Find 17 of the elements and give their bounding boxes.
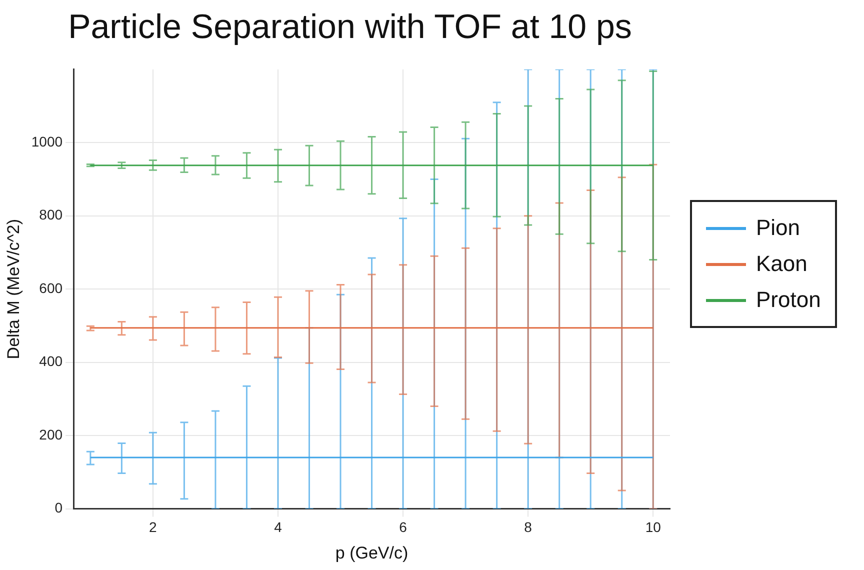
legend-label: Proton [756, 286, 821, 314]
y-tick-label: 200 [39, 426, 63, 442]
legend-label: Pion [756, 214, 800, 242]
x-tick-label: 10 [645, 519, 662, 536]
y-tick-label: 0 [54, 500, 63, 516]
y-axis-title: Delta M (MeV/c^2) [4, 218, 23, 360]
chart-title: Particle Separation with TOF at 10 ps [67, 8, 633, 47]
y-tick-label: 1000 [31, 133, 63, 150]
y-tick-label: 800 [39, 206, 63, 223]
x-tick-label: 4 [274, 519, 282, 536]
x-tick-label: 6 [399, 519, 408, 536]
legend-label: Kaon [756, 250, 808, 278]
x-tick-label: 8 [524, 519, 532, 536]
x-axis-title: p (GeV/c) [335, 543, 408, 562]
y-tick-label: 400 [39, 353, 63, 370]
x-tick-label: 2 [149, 519, 158, 536]
y-tick-label: 600 [39, 280, 63, 296]
